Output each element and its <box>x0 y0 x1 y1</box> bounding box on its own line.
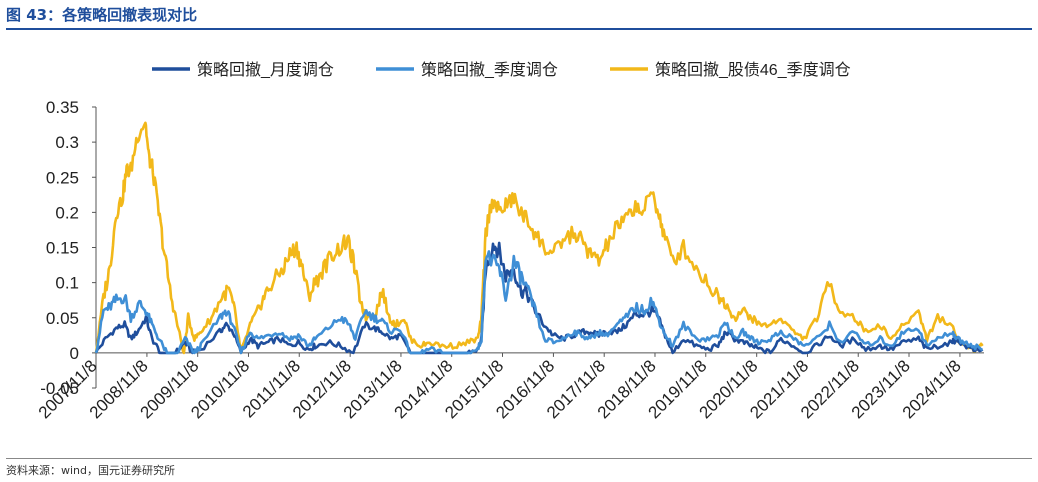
y-tick-label: 0.25 <box>46 168 79 187</box>
legend-label: 策略回撤_月度调仓 <box>197 61 334 79</box>
legend-label: 策略回撤_季度调仓 <box>421 61 558 79</box>
y-tick-label: 0.35 <box>46 98 79 117</box>
y-tick-label: 0.1 <box>55 274 79 293</box>
footer-divider <box>6 458 1032 459</box>
y-tick-label: 0 <box>70 344 79 363</box>
source-note: 资料来源：wind，国元证券研究所 <box>6 464 176 477</box>
y-tick-label: 0.05 <box>46 309 79 328</box>
title-divider <box>6 28 1032 30</box>
y-tick-label: 0.15 <box>46 239 79 258</box>
series-line <box>94 250 983 355</box>
y-tick-label: 0.3 <box>55 133 79 152</box>
y-tick-label: -0.05 <box>40 379 79 398</box>
y-tick-label: 0.2 <box>55 203 79 222</box>
chart-legend: 策略回撤_月度调仓 策略回撤_季度调仓 策略回撤_股债46_季度调仓 <box>152 61 851 79</box>
chart-axes: 0.350.30.250.20.150.10.050-0.052007/11/8… <box>35 98 984 422</box>
figure-title: 图 43：各策略回撤表现对比 <box>6 6 198 24</box>
legend-label: 策略回撤_股债46_季度调仓 <box>655 61 851 79</box>
series-line <box>94 241 984 355</box>
chart-series-group <box>94 121 984 355</box>
